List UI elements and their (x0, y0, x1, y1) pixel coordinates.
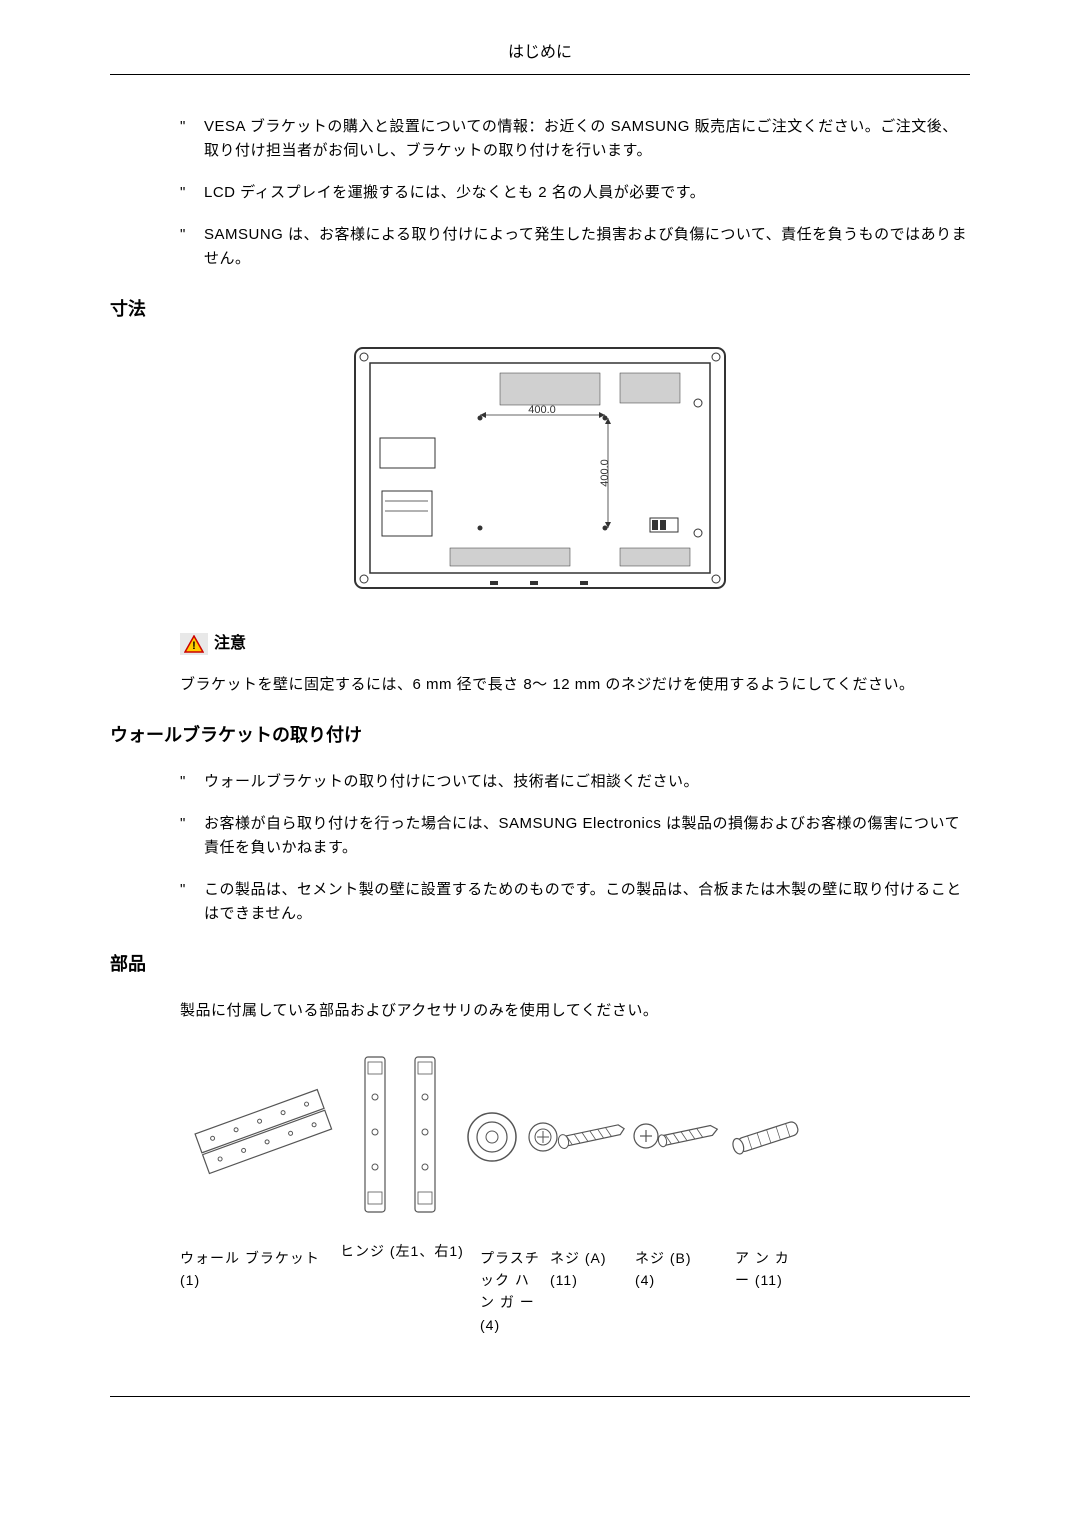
monitor-back-svg: 400.0 400.0 (350, 343, 730, 593)
bullet-item: " VESA ブラケットの購入と設置についての情報：お近くの SAMSUNG 販… (180, 115, 970, 163)
part-label: ネジ (A)(11) (550, 1247, 635, 1337)
bullet-item: " お客様が自ら取り付けを行った場合には、SAMSUNG Electronics… (180, 812, 970, 860)
warning-icon: ! (180, 633, 208, 655)
bullet-marker: " (180, 812, 204, 860)
part-label-hinge: ヒンジ (左1、右1) (340, 1240, 480, 1262)
bullet-marker: " (180, 223, 204, 271)
header-title: はじめに (508, 44, 572, 61)
bullet-item: " LCD ディスプレイを運搬するには、少なくとも 2 名の人員が必要です。 (180, 181, 970, 205)
parts-images-row (180, 1047, 970, 1227)
part-label-text: ウォール ブラケット(1) (180, 1250, 320, 1288)
dim-width-label: 400.0 (528, 404, 556, 416)
bullet-text: SAMSUNG は、お客様による取り付けによって発生した損害および負傷について、… (204, 223, 970, 271)
part-label-text: プラスチック ハン ガ ー(4) (480, 1250, 540, 1333)
parts-intro: 製品に付属している部品およびアクセサリのみを使用してください。 (180, 999, 970, 1023)
part-label: プラスチック ハン ガ ー(4) (480, 1247, 550, 1337)
bullet-text: VESA ブラケットの購入と設置についての情報：お近くの SAMSUNG 販売店… (204, 115, 970, 163)
part-wall-bracket-icon (180, 1052, 340, 1222)
page-header: はじめに (110, 40, 970, 75)
part-label-text: ア ン カー (11) (735, 1250, 790, 1288)
part-label-text: ネジ (A)(11) (550, 1250, 607, 1288)
part-label-text: ネジ (B)(4) (635, 1250, 692, 1288)
bullet-text: LCD ディスプレイを運搬するには、少なくとも 2 名の人員が必要です。 (204, 181, 970, 205)
footer-rule (110, 1396, 970, 1397)
bullet-text: この製品は、セメント製の壁に設置するためのものです。この製品は、合板または木製の… (204, 878, 970, 926)
part-label: ア ン カー (11) (735, 1247, 835, 1337)
section-heading-parts: 部品 (110, 950, 970, 979)
part-screw-b-icon (630, 1104, 725, 1169)
bullet-item: " SAMSUNG は、お客様による取り付けによって発生した損害および負傷につい… (180, 223, 970, 271)
caution-text: ブラケットを壁に固定するには、6 mm 径で長さ 8～ 12 mm のネジだけを… (180, 673, 970, 697)
bullet-marker: " (180, 878, 204, 926)
part-label: ネジ (B)(4) (635, 1247, 735, 1337)
intro-bullets: " VESA ブラケットの購入と設置についての情報：お近くの SAMSUNG 販… (180, 115, 970, 271)
bullet-text: お客様が自ら取り付けを行った場合には、SAMSUNG Electronics は… (204, 812, 970, 860)
part-plastic-hanger-icon (460, 1097, 525, 1177)
section-heading-dimensions: 寸法 (110, 295, 970, 324)
bullet-marker: " (180, 770, 204, 794)
svg-text:!: ! (192, 640, 196, 652)
bullet-text: ウォールブラケットの取り付けについては、技術者にご相談ください。 (204, 770, 970, 794)
dimensions-diagram: 400.0 400.0 (110, 343, 970, 601)
parts-labels-row: ウォール ブラケット(1) プラスチック ハン ガ ー(4) ネジ (A)(11… (180, 1247, 970, 1337)
part-screw-a-icon (525, 1102, 630, 1172)
dim-height-label: 400.0 (599, 460, 611, 488)
wallbracket-bullets: " ウォールブラケットの取り付けについては、技術者にご相談ください。 " お客様… (180, 770, 970, 926)
caution-label: 注意 (214, 631, 246, 657)
part-hinge-icon (340, 1052, 460, 1222)
caution-block: ! 注意 (180, 631, 970, 657)
section-heading-wallbracket: ウォールブラケットの取り付け (110, 721, 970, 750)
bullet-item: " この製品は、セメント製の壁に設置するためのものです。この製品は、合板または木… (180, 878, 970, 926)
bullet-marker: " (180, 115, 204, 163)
part-anchor-icon (725, 1107, 815, 1167)
bullet-item: " ウォールブラケットの取り付けについては、技術者にご相談ください。 (180, 770, 970, 794)
bullet-marker: " (180, 181, 204, 205)
